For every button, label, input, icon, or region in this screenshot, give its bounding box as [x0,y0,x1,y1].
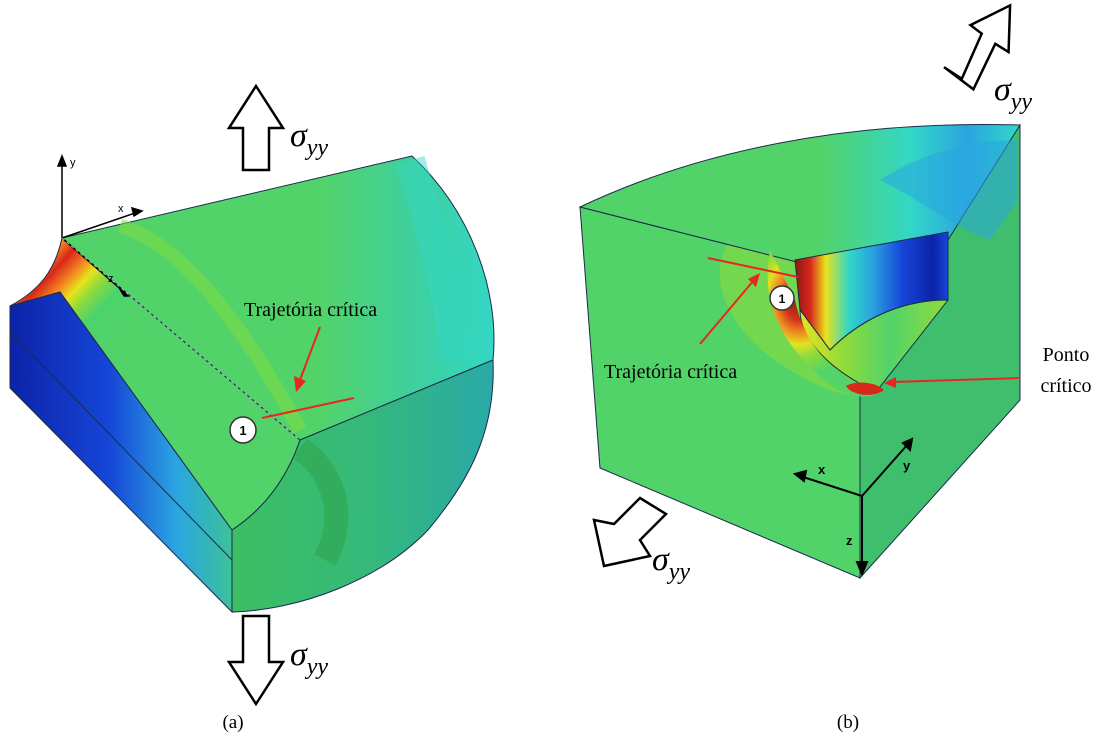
panel-b-critical-path-label: Trajetória crítica [604,361,737,383]
panel-b-load-arrow-top [943,3,1012,92]
panel-a-path-line [61,237,301,441]
panel-b-critical-path-pointer [699,279,755,345]
panel-b-axis-y-label: y [903,458,911,473]
panel-b: x y z σyy σyy Trajetória crítica Ponto c… [578,3,1092,733]
panel-b-critical-point-label-2: crítico [1040,375,1091,397]
panel-a-point-1-label: 1 [239,423,246,438]
panel-a-trajectory-line [261,397,355,419]
panel-b-point-1-label: 1 [779,292,786,306]
panel-b-right-contour [880,140,1018,240]
panel-a-side-face [231,359,494,613]
panel-a-load-arrow-up [226,83,286,172]
panel-a-sigma-top: σyy [290,117,328,161]
panel-a-side-contour [292,438,349,566]
panel-a-axis-z-label: z [108,273,114,285]
panel-b-point-1-marker [769,285,795,311]
panel-a-critical-path-pointer [299,326,321,381]
panel-a: y x z σyy σyy Trajetória crítica 1 (a) [9,83,495,733]
panel-a-load-arrow-down [226,614,286,707]
panel-a-caption: (a) [222,712,243,733]
panel-a-edge [9,331,233,561]
panel-b-sigma-bottom: σyy [652,541,690,585]
panel-a-critical-path-arrowhead [294,376,306,392]
panel-a-critical-path-label: Trajetória crítica [244,299,377,321]
panel-a-sigma-bottom: σyy [290,636,328,680]
panel-a-axes [56,153,144,297]
panel-a-top-surface [60,155,495,441]
panel-b-load-arrow-bottom [592,496,669,568]
panel-b-trajectory-line [707,257,799,278]
panel-a-axis-x-label: x [118,203,124,215]
panel-a-point-1-marker [229,416,257,444]
panel-a-top-contour-2 [395,155,470,362]
panel-b-axis-z-label: z [846,533,853,548]
panel-b-sigma-top: σyy [994,71,1032,115]
panel-b-hole-halo [767,250,880,397]
panel-b-critical-path-arrowhead [748,273,760,287]
panel-a-top-contour [117,219,307,434]
panel-b-axes [792,437,914,577]
panel-a-axis-y-label: y [70,157,76,169]
panel-b-critical-point-arrowhead [884,377,896,388]
panel-b-caption: (b) [837,712,859,733]
panel-b-axis-x-label: x [818,462,826,477]
panel-b-critical-point-label-1: Ponto [1043,344,1090,366]
panel-b-critical-spot [846,382,884,395]
panel-b-critical-point-pointer [891,377,1021,383]
